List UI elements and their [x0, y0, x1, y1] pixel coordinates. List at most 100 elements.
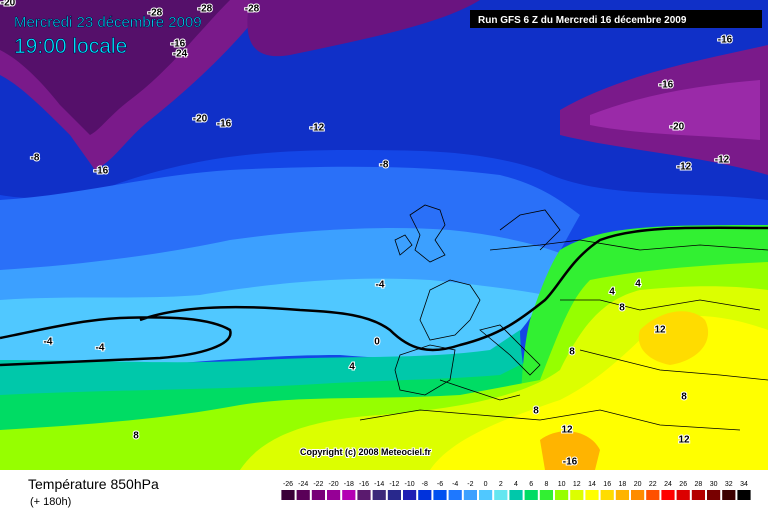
legend-label: -18 — [344, 481, 354, 488]
legend-swatch — [418, 490, 432, 500]
legend-label: 0 — [484, 481, 488, 488]
legend-label: -14 — [374, 481, 384, 488]
legend-label: -10 — [405, 481, 415, 488]
legend-label: 4 — [514, 481, 518, 488]
contour-label: -12 — [310, 123, 325, 134]
legend-label: -4 — [452, 481, 458, 488]
contour-label: -20 — [1, 0, 16, 9]
legend-swatch — [281, 490, 295, 500]
footer-subtitle: (+ 180h) — [30, 496, 71, 508]
legend-label: 12 — [573, 481, 581, 488]
legend-swatch — [661, 490, 675, 500]
legend-label: -8 — [422, 481, 428, 488]
contour-label: -4 — [96, 343, 105, 354]
legend-swatch — [707, 490, 721, 500]
contour-label: 12 — [561, 425, 573, 436]
legend-label: -20 — [329, 481, 339, 488]
legend-label: 22 — [649, 481, 657, 488]
legend-label: 20 — [634, 481, 642, 488]
legend-swatch — [448, 490, 462, 500]
contour-label: -16 — [718, 35, 733, 46]
legend-swatch — [372, 490, 386, 500]
contour-label: -16 — [563, 457, 578, 468]
legend-swatch — [357, 490, 371, 500]
contour-label: -20 — [193, 114, 208, 125]
contour-label: 4 — [609, 287, 615, 298]
contour-label: -28 — [198, 4, 213, 15]
legend-label: 10 — [558, 481, 566, 488]
legend-swatch — [387, 490, 401, 500]
contour-labels: -20-28 -28 -28-24-16-16-8-16-20-16-12-8-16… — [0, 0, 734, 469]
run-box — [470, 10, 762, 28]
legend-swatch — [479, 490, 493, 500]
legend-swatch — [737, 490, 751, 500]
contour-label: 4 — [349, 362, 355, 373]
legend-label: -16 — [359, 481, 369, 488]
temperature-field — [0, 0, 768, 470]
legend-label: 18 — [619, 481, 627, 488]
contour-label: -24 — [173, 49, 188, 60]
legend-swatch — [509, 490, 523, 500]
legend-swatch — [433, 490, 447, 500]
contour-label: -16 — [659, 80, 674, 91]
legend-swatch — [463, 490, 477, 500]
coastlines — [359, 204, 768, 431]
contour-label: 12 — [654, 325, 666, 336]
legend-swatch — [327, 490, 341, 500]
contour-label: 4 — [635, 279, 641, 290]
copyright: Copyright (c) 2008 Meteociel.fr — [300, 447, 432, 457]
legend-swatch — [722, 490, 736, 500]
legend-swatch — [342, 490, 356, 500]
contour-label: 8 — [619, 303, 625, 314]
legend-label: 26 — [679, 481, 687, 488]
legend-swatch — [615, 490, 629, 500]
legend-swatch — [600, 490, 614, 500]
legend-label: 14 — [588, 481, 596, 488]
contour-label: 8 — [681, 392, 687, 403]
legend-label: 8 — [544, 481, 548, 488]
legend-swatch — [403, 490, 417, 500]
legend-swatch — [631, 490, 645, 500]
forecast-time: 19:00 locale — [14, 35, 127, 58]
legend-label: -22 — [313, 481, 323, 488]
contour-label: -12 — [715, 155, 730, 166]
legend-label: -26 — [283, 481, 293, 488]
contour-label: -4 — [44, 337, 53, 348]
legend-swatch — [570, 490, 584, 500]
contour-label: -8 — [380, 160, 389, 171]
legend-swatch — [585, 490, 599, 500]
contour-label: -20 — [670, 122, 685, 133]
contour-label: 12 — [678, 435, 690, 446]
forecast-date: Mercredi 23 décembre 2009 — [14, 14, 202, 31]
legend-label: 34 — [740, 481, 748, 488]
legend-label: 24 — [664, 481, 672, 488]
legend-label: 28 — [695, 481, 703, 488]
legend-label: -12 — [389, 481, 399, 488]
legend-swatch — [524, 490, 538, 500]
contour-label: 8 — [133, 431, 139, 442]
contour-label: -16 — [217, 119, 232, 130]
footer-title: Température 850hPa — [28, 476, 159, 492]
contour-label: -4 — [376, 280, 385, 291]
legend-swatch — [691, 490, 705, 500]
legend-swatch — [539, 490, 553, 500]
color-legend: -26 -24 -22 -20 -18 -16 -14 -12 -10 -8 -6 -4 -2 0 2 4 6 8… — [281, 481, 751, 500]
zero-isotherm — [0, 226, 768, 367]
legend-swatch — [311, 490, 325, 500]
legend-label: -24 — [298, 481, 308, 488]
legend-label: 16 — [603, 481, 611, 488]
legend-label: 2 — [499, 481, 503, 488]
contour-label: 8 — [533, 406, 539, 417]
contour-label: -16 — [171, 39, 186, 50]
legend-swatch — [676, 490, 690, 500]
legend-label: 32 — [725, 481, 733, 488]
contour-label: 0 — [374, 337, 380, 348]
legend-label: 6 — [529, 481, 533, 488]
legend-swatch — [296, 490, 310, 500]
legend-swatch — [555, 490, 569, 500]
contour-label: -8 — [31, 153, 40, 164]
contour-label: 8 — [569, 347, 575, 358]
contour-label: -16 — [94, 166, 109, 177]
